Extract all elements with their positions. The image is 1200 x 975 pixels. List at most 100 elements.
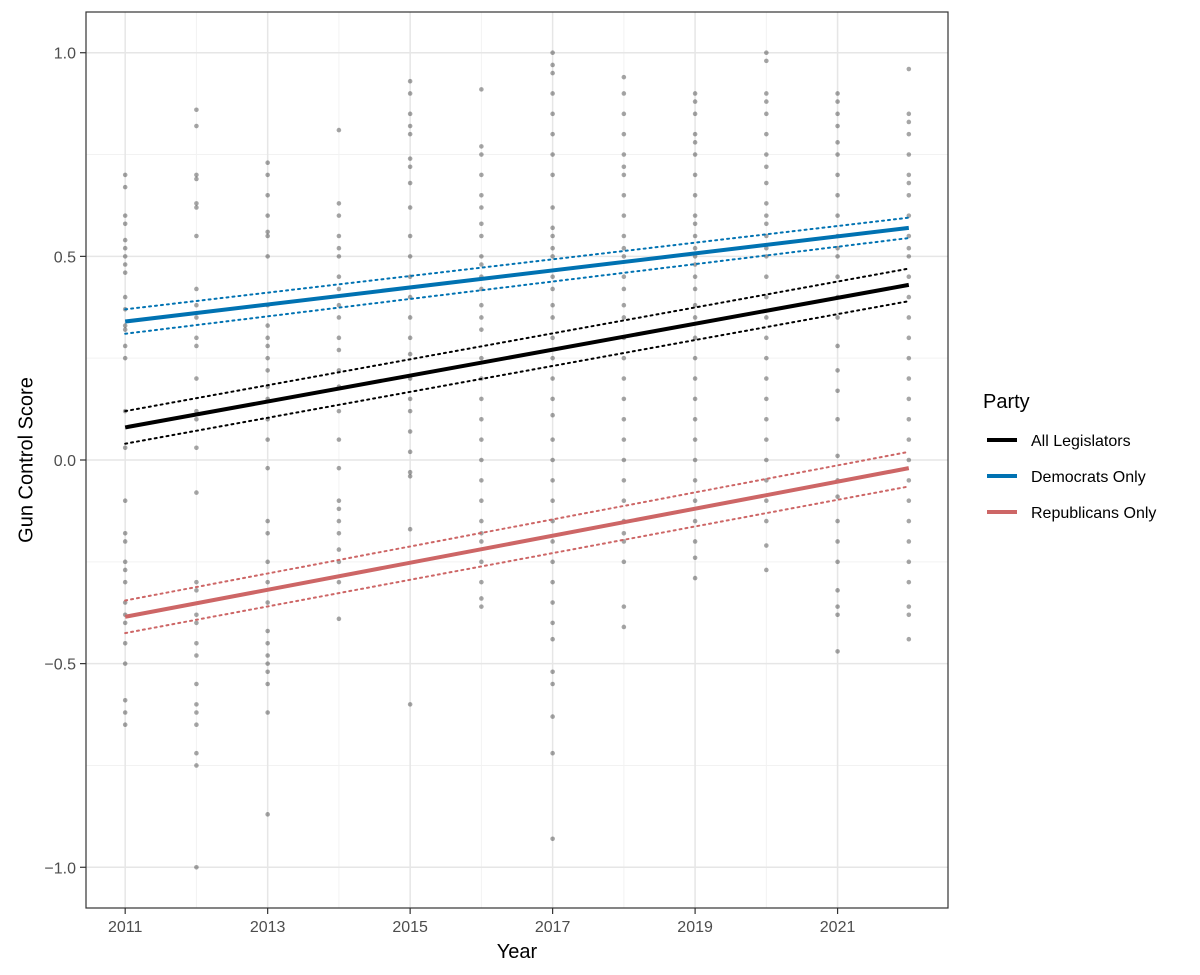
data-point xyxy=(621,274,627,280)
data-point xyxy=(265,628,270,634)
data-point xyxy=(835,343,840,349)
scatter-points xyxy=(122,50,912,870)
data-point xyxy=(550,559,555,565)
data-point xyxy=(621,478,627,483)
data-point xyxy=(265,812,270,817)
data-point xyxy=(692,131,698,137)
data-point xyxy=(906,604,912,609)
data-point xyxy=(479,604,484,609)
data-point xyxy=(764,498,769,504)
data-point xyxy=(122,221,128,227)
data-point xyxy=(194,710,199,715)
data-point xyxy=(479,596,484,601)
data-point xyxy=(550,91,555,96)
legend-title: Party xyxy=(983,391,1030,413)
data-point xyxy=(764,213,769,218)
data-point xyxy=(692,575,698,581)
x-axis: 2011 2013 2015 2017 2019 2021 xyxy=(108,908,855,936)
data-point xyxy=(265,653,270,658)
data-point xyxy=(194,233,199,239)
data-point xyxy=(407,91,413,96)
data-point xyxy=(906,180,912,186)
data-point xyxy=(336,254,342,259)
data-point xyxy=(764,152,769,157)
data-point xyxy=(479,152,484,157)
data-point xyxy=(835,604,840,609)
data-point xyxy=(906,172,912,178)
data-point xyxy=(194,702,199,707)
data-point xyxy=(692,302,698,308)
data-point xyxy=(407,396,413,402)
data-point xyxy=(122,697,128,703)
data-point xyxy=(764,111,769,117)
data-point xyxy=(550,315,555,320)
data-point xyxy=(122,294,128,300)
grid-major xyxy=(86,12,948,908)
data-point xyxy=(764,274,769,280)
confidence-bands xyxy=(124,216,910,635)
data-point xyxy=(835,254,840,259)
data-point xyxy=(906,437,912,442)
data-point xyxy=(906,396,912,402)
data-point xyxy=(407,473,413,479)
data-point xyxy=(692,172,698,178)
data-point xyxy=(122,559,128,565)
data-point xyxy=(407,449,413,455)
data-point xyxy=(122,722,128,728)
data-point xyxy=(550,286,555,292)
data-point xyxy=(265,368,270,373)
data-point xyxy=(194,172,199,178)
data-point xyxy=(122,600,128,605)
data-point xyxy=(550,750,555,756)
data-point xyxy=(336,127,342,133)
data-point xyxy=(407,702,413,707)
data-point xyxy=(265,343,270,349)
data-point xyxy=(835,152,840,157)
data-point xyxy=(265,172,270,178)
data-point xyxy=(265,559,270,565)
data-point xyxy=(194,343,199,349)
data-point xyxy=(550,131,555,137)
data-point xyxy=(479,437,484,442)
data-point xyxy=(550,152,555,157)
data-point xyxy=(265,213,270,218)
data-point xyxy=(194,864,199,870)
x-tick-label: 2021 xyxy=(820,919,856,936)
data-point xyxy=(835,111,840,117)
data-point xyxy=(692,192,698,198)
data-point xyxy=(906,245,912,251)
x-tick-label: 2019 xyxy=(677,919,713,936)
data-point xyxy=(407,315,413,320)
data-point xyxy=(194,620,199,626)
data-point xyxy=(692,111,698,117)
data-point xyxy=(835,612,840,618)
data-point xyxy=(906,111,912,117)
data-point xyxy=(692,213,698,218)
data-point xyxy=(122,531,128,536)
data-point xyxy=(336,213,342,218)
data-point xyxy=(692,457,698,463)
x-tick-label: 2013 xyxy=(250,919,286,936)
ci-upper-line xyxy=(124,450,910,602)
data-point xyxy=(835,123,840,129)
data-point xyxy=(835,588,840,593)
data-point xyxy=(835,649,840,654)
data-point xyxy=(407,429,413,434)
data-point xyxy=(906,518,912,524)
data-point xyxy=(550,335,555,341)
data-point xyxy=(764,201,769,206)
data-point xyxy=(692,437,698,442)
data-point xyxy=(122,355,128,361)
data-point xyxy=(621,74,627,80)
data-point xyxy=(194,763,199,768)
data-point xyxy=(621,498,627,504)
data-point xyxy=(194,681,199,687)
data-point xyxy=(906,233,912,239)
data-point xyxy=(621,213,627,218)
y-axis-title: Gun Control Score xyxy=(15,377,37,543)
data-point xyxy=(479,315,484,320)
data-point xyxy=(479,144,484,149)
data-point xyxy=(336,531,342,536)
data-point xyxy=(407,526,413,532)
data-point xyxy=(764,58,769,64)
